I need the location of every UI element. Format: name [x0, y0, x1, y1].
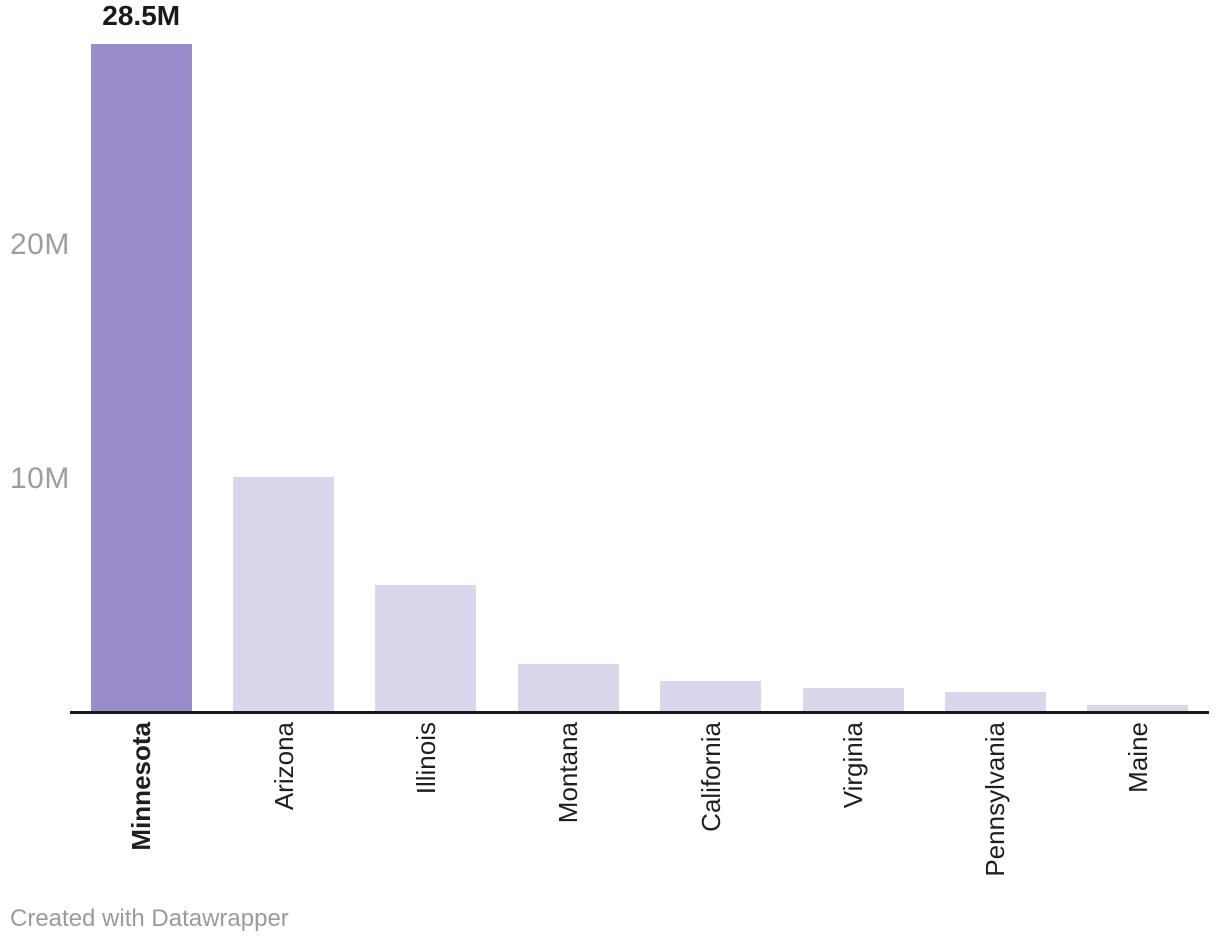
- bar-minnesota[interactable]: [90, 44, 192, 711]
- category-label-pennsylvania: Pennsylvania: [980, 722, 1011, 877]
- bar-slot-california: [640, 0, 782, 711]
- bar-maine[interactable]: [1087, 705, 1189, 711]
- bar-pennsylvania[interactable]: [944, 692, 1046, 711]
- category-label-montana: Montana: [553, 722, 584, 824]
- plot-area: 28.5M: [70, 0, 1209, 711]
- label-slot-california: California: [640, 722, 782, 877]
- category-labels: Minnesota Arizona Illinois Montana Californi…: [70, 722, 1209, 877]
- category-label-virginia: Virginia: [838, 722, 869, 809]
- bar-slot-maine: [1067, 0, 1209, 711]
- category-label-minnesota: Minnesota: [126, 722, 157, 851]
- bar-value-label-minnesota: 28.5M: [102, 0, 181, 31]
- bar-arizona[interactable]: [233, 477, 335, 711]
- bar-slot-arizona: [212, 0, 354, 711]
- bar-slot-montana: [497, 0, 639, 711]
- label-slot-minnesota: Minnesota: [70, 722, 212, 877]
- bar-slot-virginia: [782, 0, 924, 711]
- bar-virginia[interactable]: [802, 688, 904, 711]
- label-slot-illinois: Illinois: [355, 722, 497, 877]
- y-tick-label-20m: 20M: [10, 228, 70, 261]
- datawrapper-credit-link[interactable]: Created with Datawrapper: [10, 905, 289, 932]
- bar-illinois[interactable]: [375, 585, 477, 711]
- label-slot-montana: Montana: [497, 722, 639, 877]
- category-label-arizona: Arizona: [268, 722, 299, 811]
- bar-slot-illinois: [355, 0, 497, 711]
- x-axis-line: [70, 711, 1209, 714]
- label-slot-maine: Maine: [1067, 722, 1209, 877]
- bar-slot-minnesota: 28.5M: [70, 0, 212, 711]
- bar-california[interactable]: [660, 681, 762, 711]
- bar-montana[interactable]: [517, 664, 619, 711]
- label-slot-virginia: Virginia: [782, 722, 924, 877]
- label-slot-arizona: Arizona: [212, 722, 354, 877]
- y-tick-label-10m: 10M: [10, 462, 70, 495]
- bar-slot-pennsylvania: [924, 0, 1066, 711]
- label-slot-pennsylvania: Pennsylvania: [924, 722, 1066, 877]
- category-label-california: California: [695, 722, 726, 832]
- category-label-maine: Maine: [1122, 722, 1153, 793]
- category-label-illinois: Illinois: [410, 722, 441, 795]
